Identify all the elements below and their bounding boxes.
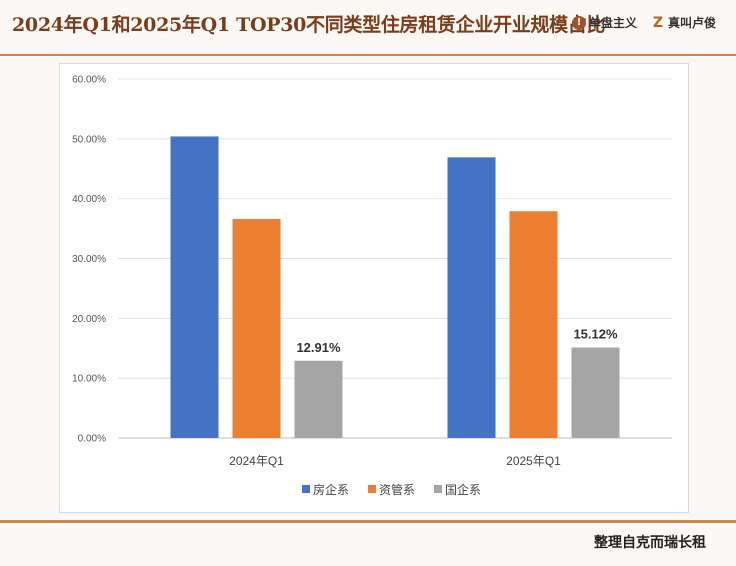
y-tick-label: 30.00% xyxy=(72,254,106,265)
logo-zhenjiao: Z 真叫卢俊 xyxy=(651,14,716,31)
bar xyxy=(571,347,620,438)
legend-swatch xyxy=(302,485,310,493)
legend-swatch xyxy=(434,485,442,493)
footer-divider xyxy=(0,520,736,523)
y-tick-label: 40.00% xyxy=(72,194,106,205)
x-category-label: 2024年Q1 xyxy=(229,454,284,468)
y-tick-label: 10.00% xyxy=(72,374,106,385)
y-tick-label: 20.00% xyxy=(72,314,106,325)
bar xyxy=(509,211,558,438)
legend-swatch xyxy=(368,485,376,493)
y-tick-label: 50.00% xyxy=(72,134,106,145)
chart-panel: 0.00% 10.00% 20.00% 30.00% 40.00% 50.00% 60.00… xyxy=(59,63,689,513)
bar xyxy=(447,157,496,439)
y-tick-label: 0.00% xyxy=(78,434,106,445)
bar xyxy=(294,360,343,438)
data-label: 15.12% xyxy=(573,327,618,342)
bar xyxy=(170,136,219,438)
logo-danpan-label: 单盘主义 xyxy=(588,16,637,30)
header-divider xyxy=(0,54,736,56)
brand-logos: ! 单盘主义 Z 真叫卢俊 xyxy=(571,14,716,31)
y-tick-label: 60.00% xyxy=(72,75,106,86)
x-category-label: 2025年Q1 xyxy=(506,454,561,468)
data-label: 12.91% xyxy=(296,340,341,355)
page-title: 2024年Q1和2025年Q1 TOP30不同类型住房租赁企业开业规模占比 xyxy=(12,14,606,36)
legend-label: 房企系 xyxy=(313,482,349,497)
zhenjiao-logo-icon: Z xyxy=(652,14,664,31)
logo-zhenjiao-label: 真叫卢俊 xyxy=(667,16,716,30)
legend-label: 国企系 xyxy=(445,482,481,497)
danpan-logo-icon: ! xyxy=(571,15,586,30)
logo-danpan: ! 单盘主义 xyxy=(571,14,637,31)
source-note: 整理自克而瑞长租 xyxy=(594,535,706,551)
bar xyxy=(232,219,281,438)
legend-label: 资管系 xyxy=(379,482,415,497)
bar-chart: 0.00% 10.00% 20.00% 30.00% 40.00% 50.00% 60.00… xyxy=(72,75,672,497)
